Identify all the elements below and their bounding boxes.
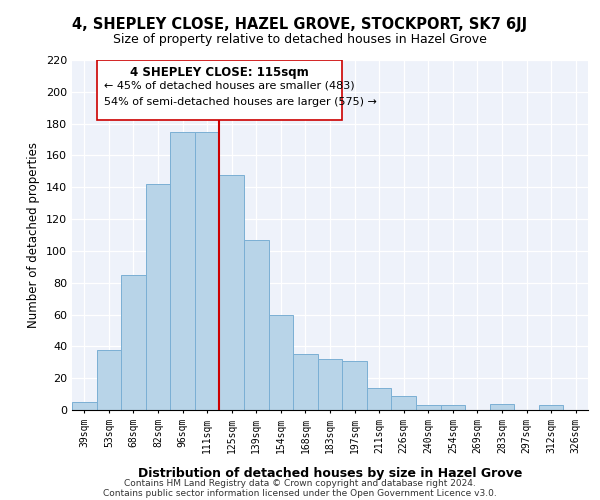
Bar bbox=[293, 354, 318, 410]
Bar bbox=[318, 359, 342, 410]
Bar bbox=[539, 405, 563, 410]
Bar bbox=[97, 350, 121, 410]
Text: 4 SHEPLEY CLOSE: 115sqm: 4 SHEPLEY CLOSE: 115sqm bbox=[130, 66, 309, 80]
Text: Contains public sector information licensed under the Open Government Licence v3: Contains public sector information licen… bbox=[103, 488, 497, 498]
Text: Contains HM Land Registry data © Crown copyright and database right 2024.: Contains HM Land Registry data © Crown c… bbox=[124, 478, 476, 488]
Bar bbox=[72, 402, 97, 410]
Text: Size of property relative to detached houses in Hazel Grove: Size of property relative to detached ho… bbox=[113, 32, 487, 46]
Bar bbox=[97, 60, 342, 120]
Bar bbox=[342, 360, 367, 410]
Bar bbox=[244, 240, 269, 410]
Text: ← 45% of detached houses are smaller (483): ← 45% of detached houses are smaller (48… bbox=[104, 80, 355, 90]
X-axis label: Distribution of detached houses by size in Hazel Grove: Distribution of detached houses by size … bbox=[138, 467, 522, 480]
Bar bbox=[121, 275, 146, 410]
Bar bbox=[220, 174, 244, 410]
Text: 54% of semi-detached houses are larger (575) →: 54% of semi-detached houses are larger (… bbox=[104, 96, 377, 106]
Text: 4, SHEPLEY CLOSE, HAZEL GROVE, STOCKPORT, SK7 6JJ: 4, SHEPLEY CLOSE, HAZEL GROVE, STOCKPORT… bbox=[73, 18, 527, 32]
Bar bbox=[440, 405, 465, 410]
Bar bbox=[490, 404, 514, 410]
Bar bbox=[416, 405, 440, 410]
Bar bbox=[367, 388, 391, 410]
Bar bbox=[269, 314, 293, 410]
Bar bbox=[170, 132, 195, 410]
Bar bbox=[146, 184, 170, 410]
Bar bbox=[391, 396, 416, 410]
Bar bbox=[195, 132, 220, 410]
Y-axis label: Number of detached properties: Number of detached properties bbox=[28, 142, 40, 328]
